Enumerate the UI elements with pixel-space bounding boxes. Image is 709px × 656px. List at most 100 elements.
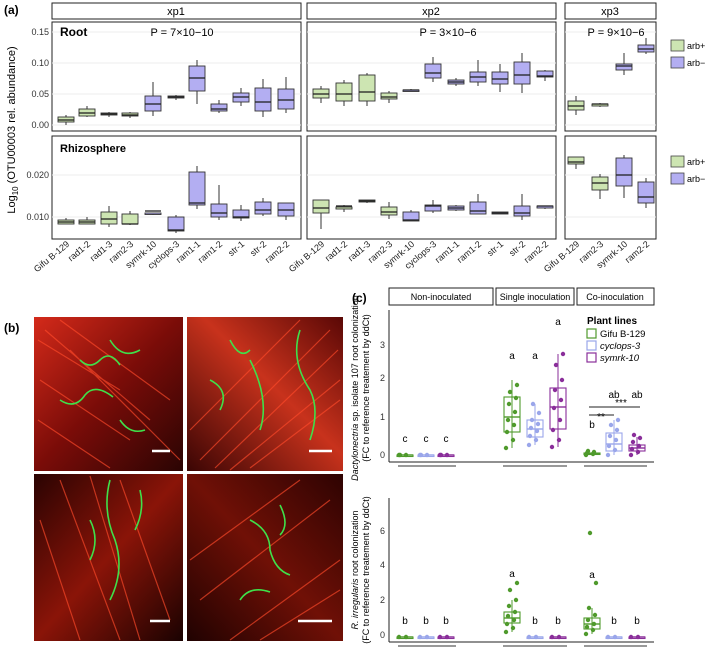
data-point: [444, 634, 450, 640]
data-point: [512, 609, 518, 615]
box-plot: [100, 206, 118, 227]
data-point: [527, 433, 533, 439]
box-plot: [254, 79, 272, 117]
box-plot: [144, 210, 162, 215]
box-plot: [615, 155, 633, 198]
panel-c-label: (c): [352, 291, 367, 305]
data-point: [528, 425, 534, 431]
c-bot-ylabel: R. irregularis root colonization: [350, 510, 360, 629]
box-plot: [167, 215, 185, 233]
c-box-plot: [503, 380, 521, 448]
data-point: [630, 439, 636, 445]
c-bot-ylabel2: (FC to reference treatement by ddCt): [361, 496, 371, 644]
box-plot: [591, 103, 609, 107]
box-plot: [447, 78, 465, 86]
c-top-ytick: 2: [380, 373, 385, 383]
box-plot: [358, 199, 376, 203]
sig-letter: b: [532, 616, 538, 627]
box-plot: [567, 156, 585, 169]
root-title: Root: [60, 25, 87, 39]
pvalue-xp3: P = 9×10−6: [588, 27, 645, 39]
sig-letter: c: [444, 434, 449, 445]
data-point: [514, 382, 520, 388]
data-point: [628, 452, 634, 458]
data-point: [605, 634, 611, 640]
microscopy-images: [34, 317, 343, 641]
sig-letter: ab: [608, 390, 620, 401]
data-point: [513, 597, 519, 603]
box-plot: [637, 38, 655, 54]
data-point: [533, 437, 539, 443]
data-point: [536, 410, 542, 416]
data-point: [403, 452, 409, 458]
pvalue-xp1: P = 7×10−10: [150, 27, 213, 39]
legend-title: Plant lines: [587, 316, 637, 327]
box-plot: [637, 178, 655, 208]
data-point: [526, 442, 532, 448]
box-plot: [380, 91, 398, 103]
box-plot: [210, 100, 228, 113]
data-point: [417, 634, 423, 640]
strip-xp1: xp1: [167, 6, 185, 18]
c-top-ylabel2: (FC to reference treatement by ddCt): [361, 314, 371, 462]
sig-letter: b: [589, 420, 595, 431]
data-point: [530, 401, 536, 407]
sig-letter: b: [402, 616, 408, 627]
box-plot: [121, 211, 139, 225]
x-tick-label: ram1-2: [196, 239, 224, 265]
data-point: [635, 449, 641, 455]
legend-symrk: symrk-10: [600, 353, 640, 364]
strip-xp2: xp2: [422, 6, 440, 18]
box-plot: [232, 88, 250, 106]
box-plot: [335, 205, 353, 212]
sig-letter: c: [424, 434, 429, 445]
box-plot: [312, 86, 330, 103]
data-point: [631, 432, 637, 438]
box-plot: [57, 218, 75, 225]
c-bot-ytick: 6: [380, 526, 385, 536]
sig-letter: b: [634, 616, 640, 627]
data-point: [504, 621, 510, 627]
box-plot: [469, 194, 487, 215]
legend-gifu: Gifu B-129: [600, 329, 645, 340]
data-point: [550, 427, 556, 433]
data-point: [551, 405, 557, 411]
x-tick-label: Gifu B-129: [32, 239, 71, 274]
pvalue-xp2: P = 3×10−6: [420, 27, 477, 39]
x-tick-label: Gifu B-129: [287, 239, 326, 274]
box-plot: [188, 166, 206, 209]
box-plot: [615, 53, 633, 75]
data-point: [587, 530, 593, 536]
data-point: [558, 397, 564, 403]
box-plot: [358, 73, 376, 106]
rhizo-title: Rhizosphere: [60, 143, 126, 155]
data-point: [529, 417, 535, 423]
data-point: [506, 401, 512, 407]
data-point: [506, 603, 512, 609]
box-plot: [232, 205, 250, 221]
data-point: [628, 634, 634, 640]
box-plot: [491, 64, 509, 92]
box-plot: [591, 174, 609, 199]
data-point: [552, 387, 558, 393]
box-plot: [491, 211, 509, 215]
data-point: [418, 452, 424, 458]
legend-root: arb+ arb−: [670, 39, 705, 69]
box-plot: [277, 202, 295, 220]
box-plot: [513, 194, 531, 220]
box-plot: [513, 53, 531, 93]
rhizo-ytick: 0.010: [26, 212, 49, 222]
box-plot: [188, 60, 206, 104]
data-point: [613, 437, 619, 443]
data-point: [606, 443, 612, 449]
c-bot-ytick: 4: [380, 560, 385, 570]
c-top-ytick: 1: [380, 412, 385, 422]
box-plot: [121, 112, 139, 118]
sig-letter: a: [509, 351, 515, 362]
x-tick-label: str-1: [226, 239, 246, 258]
data-point: [612, 634, 618, 640]
data-point: [503, 629, 509, 635]
strip-non-inoculated: Non-inoculated: [411, 292, 472, 302]
root-ytick: 0.10: [31, 58, 49, 68]
legend-arb-plus: arb+: [687, 157, 705, 167]
